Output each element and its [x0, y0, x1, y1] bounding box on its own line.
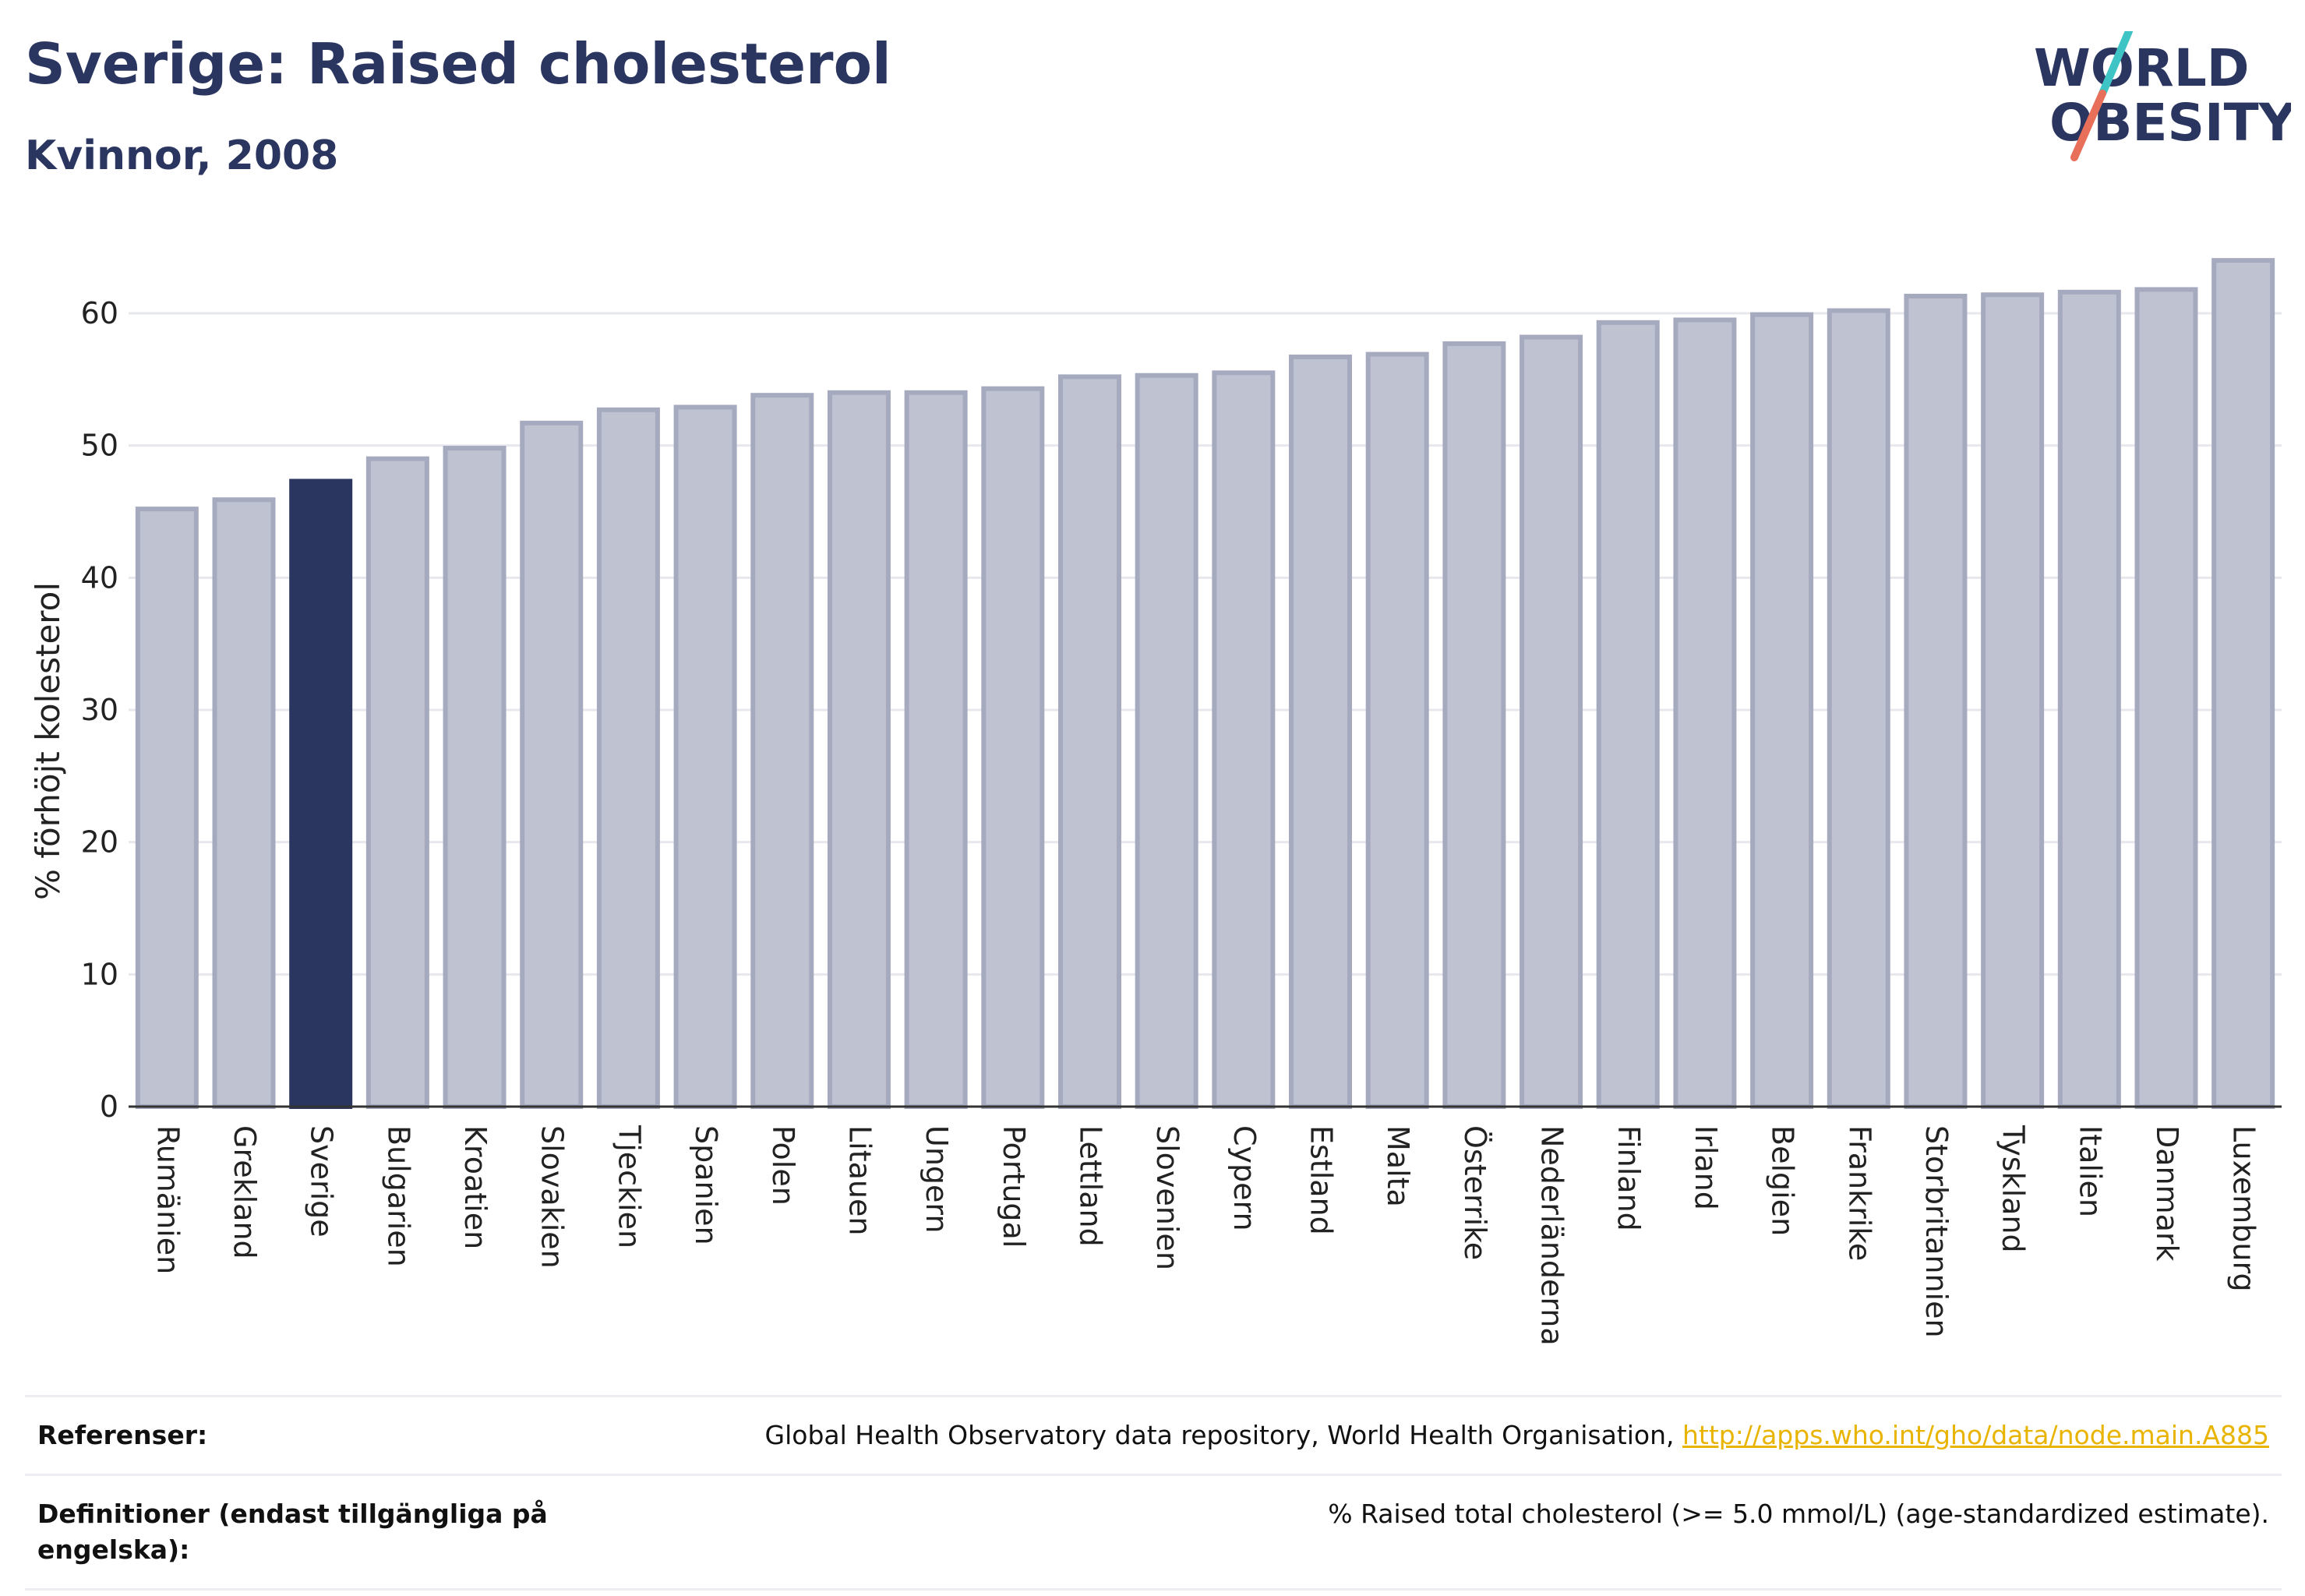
y-tick-label: 30: [81, 693, 118, 727]
x-tick-label: Litauen: [842, 1125, 877, 1235]
bar-spanien: [673, 404, 737, 1109]
bar-kroatien: [443, 446, 507, 1109]
bar-slovakien: [520, 420, 584, 1109]
bar-tyskland: [1981, 292, 2045, 1109]
bar-slovenien: [1135, 373, 1198, 1109]
x-tick-label: Tyskland: [1996, 1125, 2031, 1253]
x-tick-label: Ungern: [920, 1125, 954, 1233]
x-tick-label: Bulgarien: [381, 1125, 415, 1267]
bar-litauen: [827, 390, 891, 1109]
bar-finland: [1596, 320, 1660, 1110]
world-obesity-logo: WORLD OBESITY: [2034, 31, 2291, 161]
x-tick-label: Portugal: [997, 1125, 1031, 1248]
x-tick-label: Sverige: [305, 1125, 339, 1238]
definitions-label: Definitioner (endast tillgängliga på eng…: [37, 1499, 548, 1565]
bar-lettland: [1057, 374, 1121, 1109]
bar-cypern: [1212, 370, 1276, 1110]
chart-subtitle: Kvinnor, 2008: [25, 132, 339, 179]
bar-malta: [1365, 351, 1429, 1109]
y-axis-label: % förhöjt kolesterol: [29, 582, 67, 900]
definitions-row: Definitioner (endast tillgängliga på eng…: [25, 1474, 2282, 1591]
y-axis-ticks: 0 10 20 30 40 50 60: [81, 296, 118, 1124]
bar-österrike: [1442, 341, 1506, 1110]
references-label: Referenser:: [37, 1420, 208, 1450]
x-tick-label: Italien: [2073, 1125, 2107, 1217]
x-tick-label: Estland: [1304, 1125, 1339, 1235]
references-text: Global Health Observatory data repositor…: [764, 1420, 1682, 1450]
bar-luxemburg: [2211, 258, 2275, 1110]
bar-grekland: [212, 497, 276, 1109]
x-tick-label: Irland: [1689, 1125, 1723, 1210]
x-tick-label: Belgien: [1766, 1125, 1800, 1236]
bar-rumänien: [135, 507, 199, 1109]
bar-storbritannien: [1904, 293, 1968, 1109]
x-tick-label: Spanien: [689, 1125, 723, 1245]
logo-slash-coral: [2070, 90, 2106, 161]
bar-belgien: [1750, 312, 1814, 1109]
bar-bulgarien: [365, 456, 429, 1109]
references-table: Referenser: Global Health Observatory da…: [25, 1395, 2282, 1591]
bar-italien: [2057, 289, 2121, 1109]
chart-title: Sverige: Raised cholesterol: [25, 31, 891, 97]
x-tick-label: Österrike: [1458, 1125, 1492, 1260]
bar-ungern: [904, 390, 968, 1109]
y-tick-label: 10: [81, 957, 118, 991]
bar-nederländerna: [1520, 334, 1583, 1110]
x-tick-label: Malta: [1381, 1125, 1415, 1207]
y-tick-label: 0: [100, 1089, 118, 1124]
x-axis-ticks: Rumänien Grekland Sverige Bulgarien Kroatien…: [150, 1125, 2261, 1346]
x-tick-label: Polen: [766, 1125, 800, 1206]
x-tick-label: Cypern: [1227, 1125, 1262, 1231]
bar-frankrike: [1827, 308, 1890, 1109]
x-tick-label: Finland: [1611, 1125, 1646, 1231]
x-tick-label: Nederländerna: [1535, 1125, 1569, 1346]
logo-word-world: WORLD: [2034, 38, 2250, 98]
x-tick-label: Lettland: [1073, 1125, 1107, 1247]
x-tick-label: Luxemburg: [2227, 1125, 2261, 1292]
x-tick-label: Storbritannien: [1919, 1125, 1954, 1338]
bar-irland: [1673, 317, 1737, 1109]
x-tick-label: Kroatien: [458, 1125, 492, 1249]
x-tick-label: Tjeckien: [612, 1125, 646, 1248]
x-tick-label: Danmark: [2150, 1125, 2184, 1262]
logo-slash-teal: [2099, 31, 2133, 97]
x-tick-label: Grekland: [228, 1125, 262, 1259]
bar-polen: [750, 393, 814, 1109]
bars: [135, 258, 2275, 1110]
y-tick-label: 50: [81, 429, 118, 463]
bar-sverige: [289, 478, 353, 1109]
bar-chart: 0 10 20 30 40 50 60 Rumänien Grekland Sverige Bul…: [29, 258, 2282, 1346]
references-link[interactable]: http://apps.who.int/gho/data/node.main.A…: [1682, 1420, 2269, 1450]
references-value: Global Health Observatory data repositor…: [765, 1418, 2269, 1453]
bar-tjeckien: [596, 407, 660, 1109]
bar-danmark: [2134, 287, 2198, 1110]
x-tick-label: Slovakien: [535, 1125, 570, 1269]
y-tick-label: 40: [81, 560, 118, 595]
y-tick-label: 60: [81, 296, 118, 330]
y-tick-label: 20: [81, 825, 118, 860]
references-row: Referenser: Global Health Observatory da…: [25, 1395, 2282, 1474]
bar-estland: [1289, 354, 1353, 1109]
x-tick-label: Rumänien: [150, 1125, 185, 1274]
definitions-value: % Raised total cholesterol (>= 5.0 mmol/…: [1328, 1499, 2269, 1529]
x-tick-label: Slovenien: [1150, 1125, 1184, 1270]
x-tick-label: Frankrike: [1842, 1125, 1876, 1261]
bar-portugal: [981, 386, 1045, 1109]
